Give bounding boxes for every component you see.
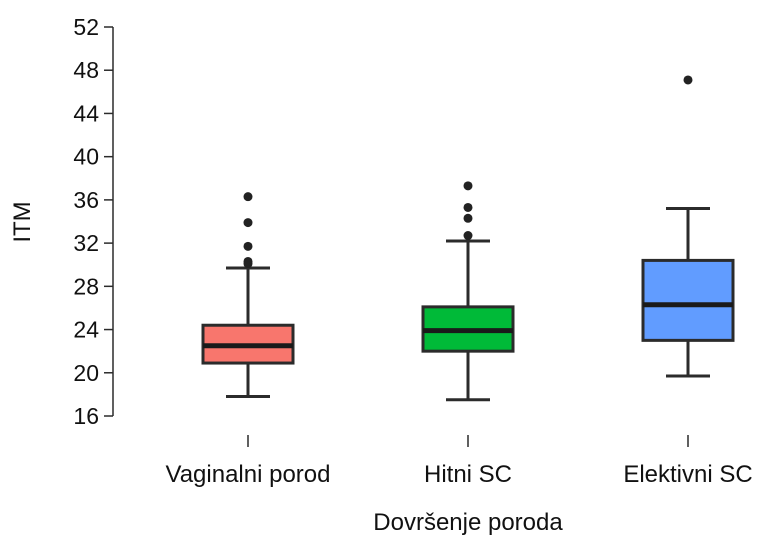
outlier-point — [463, 231, 473, 241]
y-tick-label: 48 — [73, 57, 99, 83]
y-axis: 16 20 24 28 32 36 40 44 48 52 — [73, 14, 114, 429]
outlier-point — [243, 256, 253, 266]
y-tick-label: 36 — [73, 187, 99, 213]
outlier-point — [243, 241, 253, 251]
outlier-point — [463, 202, 473, 212]
outlier-point — [243, 192, 253, 202]
outlier-point — [463, 213, 473, 223]
x-axis-title: Dovršenje poroda — [373, 509, 563, 536]
y-tick-label: 44 — [73, 100, 99, 126]
y-tick-label: 16 — [73, 403, 99, 429]
box-group-2 — [421, 181, 515, 402]
y-tick-label: 24 — [73, 317, 99, 343]
y-tick-label: 32 — [73, 230, 99, 256]
x-tick-label: Elektivni SC — [623, 461, 752, 488]
x-axis: Vaginalni porod Hitni SC Elektivni SC — [165, 435, 753, 488]
plot-area — [201, 75, 735, 402]
box-group-3 — [641, 75, 735, 378]
box-group-1 — [201, 192, 295, 399]
outlier-point — [683, 75, 693, 85]
y-tick-label: 52 — [73, 14, 99, 40]
y-axis-title: ITM — [9, 201, 36, 242]
outlier-point — [243, 218, 253, 228]
x-tick-label: Hitni SC — [424, 461, 512, 488]
outlier-point — [463, 181, 473, 191]
y-tick-label: 20 — [73, 360, 99, 386]
y-tick-label: 28 — [73, 273, 99, 299]
iqr-box — [641, 258, 735, 342]
y-tick-label: 40 — [73, 144, 99, 170]
x-tick-label: Vaginalni porod — [165, 461, 330, 488]
